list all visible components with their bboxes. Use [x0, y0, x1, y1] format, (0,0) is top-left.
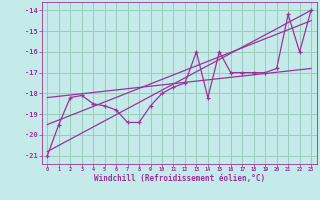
- X-axis label: Windchill (Refroidissement éolien,°C): Windchill (Refroidissement éolien,°C): [94, 174, 265, 183]
